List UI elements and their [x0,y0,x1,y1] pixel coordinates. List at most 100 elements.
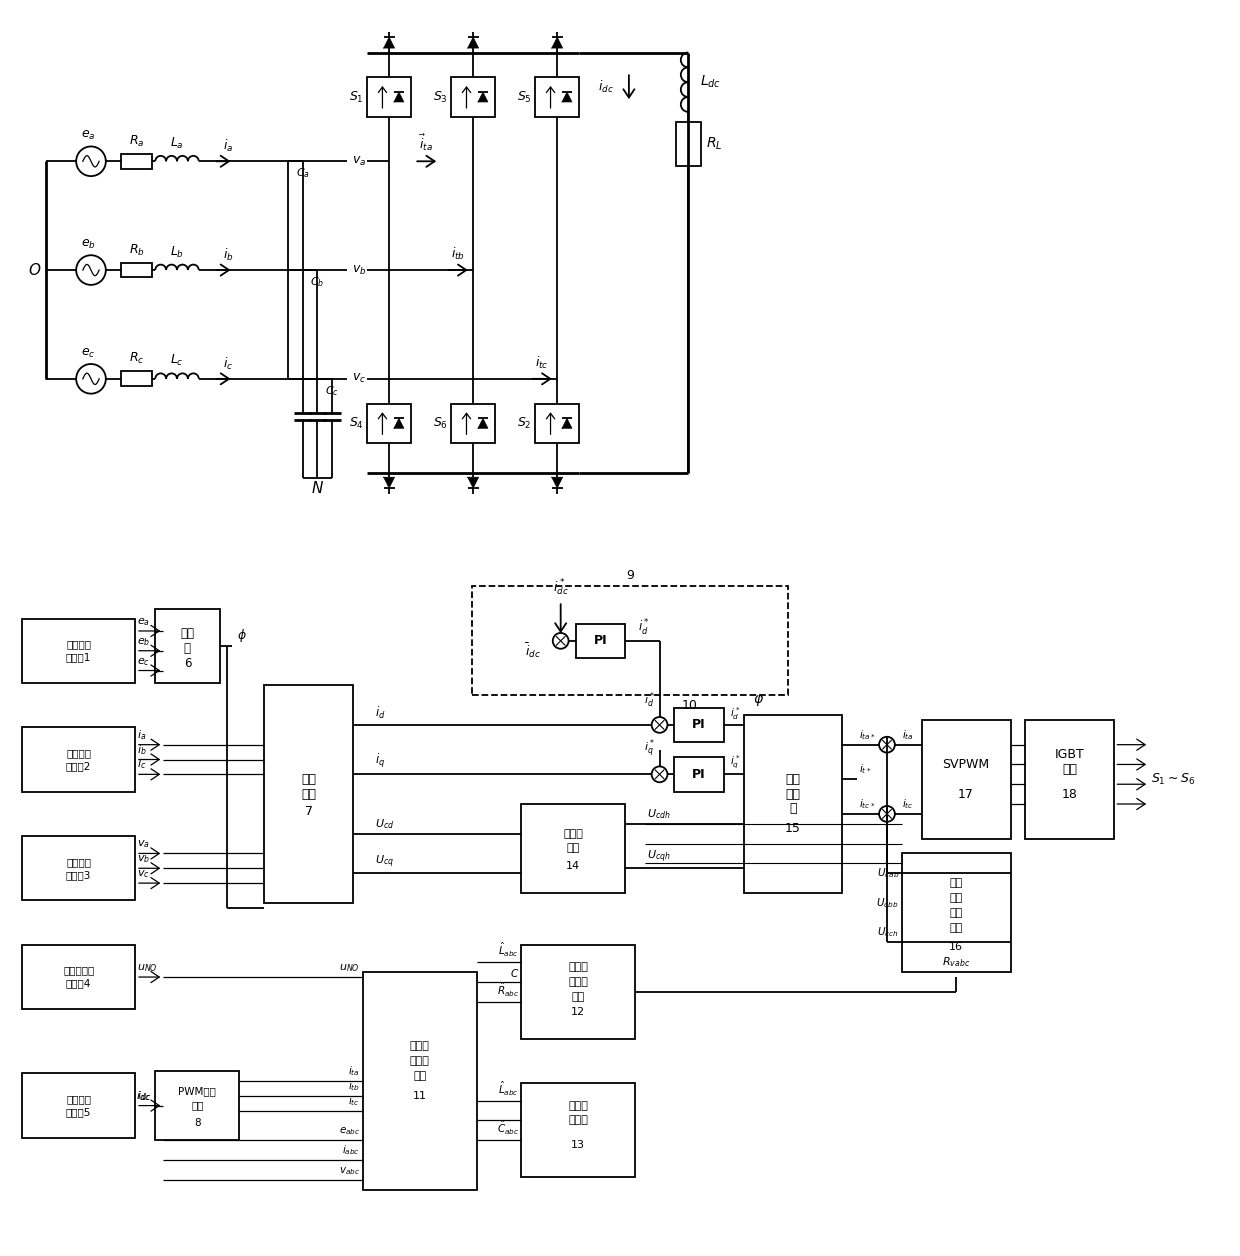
Text: $v_{abc}$: $v_{abc}$ [339,1166,360,1177]
Text: $i_{tc}$: $i_{tc}$ [536,354,548,371]
Text: 参数在: 参数在 [410,1041,430,1051]
Bar [120,154,153,168]
Bar [901,853,1011,972]
Text: 重构: 重构 [191,1100,203,1110]
Text: $l_c$: $l_c$ [138,757,146,771]
Text: 克变: 克变 [785,788,801,800]
Bar [676,122,701,166]
Text: $v_a$: $v_a$ [138,839,150,850]
Bar [451,77,496,117]
Bar [120,263,153,278]
Bar [155,609,219,683]
Text: 8: 8 [193,1118,201,1128]
Text: $u_{NO}$: $u_{NO}$ [138,962,159,975]
Text: $L_c$: $L_c$ [170,353,184,368]
Text: $\hat{C}_{abc}$: $\hat{C}_{abc}$ [497,1119,520,1137]
Text: 7: 7 [305,805,312,819]
Bar [367,77,412,117]
Text: $\vec{i}_{ta}$: $\vec{i}_{ta}$ [419,133,433,153]
Text: $N$: $N$ [311,480,324,496]
Text: $U_{cbb}$: $U_{cbb}$ [877,896,899,909]
Text: 拟电阻: 拟电阻 [568,977,588,987]
Text: 直流电流: 直流电流 [66,1094,91,1104]
Text: PI: PI [692,718,706,731]
Bar [1025,720,1115,839]
Polygon shape [562,92,572,102]
Text: $L_a$: $L_a$ [170,136,184,151]
Text: $i_b$: $i_b$ [138,742,148,756]
Text: $R_L$: $R_L$ [706,136,722,152]
Text: 电容电压: 电容电压 [66,857,91,867]
Text: $S_1$: $S_1$ [350,89,363,104]
Bar [534,403,579,443]
Text: $i_a$: $i_a$ [138,728,146,742]
Bar [471,587,789,696]
Text: 9: 9 [626,569,634,582]
Text: $S_2$: $S_2$ [517,416,532,431]
Bar [521,804,625,893]
Text: 最优虚: 最优虚 [568,962,588,972]
Text: 态评估: 态评估 [568,1115,588,1125]
Bar [22,619,135,683]
Bar [22,836,135,901]
Text: 18: 18 [1061,788,1078,800]
Text: 电流: 电流 [950,908,962,918]
Text: $e_a$: $e_a$ [138,617,150,628]
Text: $i_d^*$: $i_d^*$ [644,691,655,710]
Text: $i_c$: $i_c$ [223,355,233,372]
Text: $R_a$: $R_a$ [129,134,144,149]
Text: $C_c$: $C_c$ [325,384,340,398]
Text: $C_b$: $C_b$ [310,275,325,289]
Text: $e_b$: $e_b$ [138,636,151,648]
Text: 环: 环 [184,642,191,656]
Bar [675,707,724,742]
Text: $i_d^*$: $i_d^*$ [637,618,650,638]
Text: 线辨识: 线辨识 [410,1056,430,1066]
Polygon shape [394,418,404,428]
Text: $S_5$: $S_5$ [517,89,532,104]
Bar [521,945,635,1039]
Text: $i_b$: $i_b$ [223,247,234,264]
Text: 变换: 变换 [301,788,316,800]
Polygon shape [383,477,394,489]
Text: $U_{cch}$: $U_{cch}$ [877,926,899,939]
Text: $O$: $O$ [29,263,41,278]
Text: $\hat{R}_{abc}$: $\hat{R}_{abc}$ [497,981,520,999]
Bar [367,403,412,443]
Text: $i_a$: $i_a$ [223,138,233,154]
Text: $i_{ta*}$: $i_{ta*}$ [859,728,877,742]
Text: 计算: 计算 [950,923,962,933]
Text: 数字滤: 数字滤 [563,829,583,839]
Bar [120,372,153,387]
Text: $U_{cab}$: $U_{cab}$ [877,867,899,880]
Text: $S_3$: $S_3$ [433,89,448,104]
Text: SVPWM: SVPWM [942,757,990,771]
Text: $U_{cqh}$: $U_{cqh}$ [647,849,671,865]
Text: $i_{dc}$: $i_{dc}$ [599,79,614,95]
Text: 10: 10 [681,698,697,712]
Polygon shape [477,418,487,428]
Text: PI: PI [594,634,608,647]
Text: 传感器4: 传感器4 [66,978,92,988]
Bar [22,727,135,791]
Text: $e_{abc}$: $e_{abc}$ [339,1125,360,1137]
Text: $u_{NO}$: $u_{NO}$ [340,962,360,975]
Polygon shape [467,477,479,489]
Text: $e_c$: $e_c$ [81,347,95,360]
Text: $i_q^*$: $i_q^*$ [644,737,655,760]
Text: $v_c$: $v_c$ [138,868,150,880]
Text: 17: 17 [959,788,973,800]
Text: 中性点电压: 中性点电压 [63,966,94,976]
Text: 12: 12 [570,1006,585,1016]
Text: $C_a$: $C_a$ [295,166,310,180]
Text: $i_d^*$: $i_d^*$ [730,705,740,722]
Text: 11: 11 [413,1090,427,1100]
Polygon shape [394,92,404,102]
Text: 电网电流: 电网电流 [66,749,91,759]
Text: $S_1\sim S_6$: $S_1\sim S_6$ [1151,771,1195,786]
Text: 传感器2: 传感器2 [66,761,92,771]
Text: 换: 换 [790,803,797,815]
Text: $U_{cq}$: $U_{cq}$ [374,854,394,870]
Text: $i_{tb}$: $i_{tb}$ [348,1079,360,1093]
Text: $S_6$: $S_6$ [433,416,448,431]
